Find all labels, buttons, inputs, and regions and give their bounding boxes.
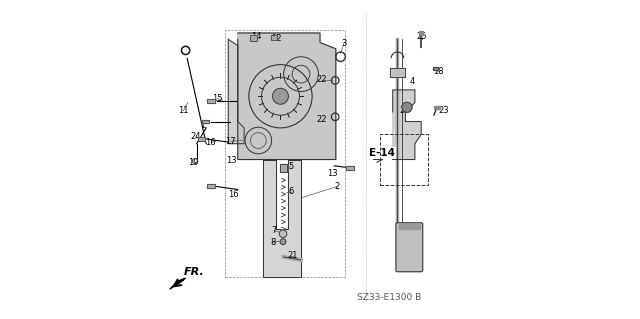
Text: 6: 6 (288, 187, 294, 196)
Text: 22: 22 (316, 75, 327, 84)
Text: 9: 9 (408, 235, 413, 244)
Bar (225, 30, 346, 277)
Bar (380, 134, 428, 185)
Text: 17: 17 (225, 137, 236, 146)
Text: 14: 14 (251, 32, 261, 41)
Polygon shape (393, 90, 421, 160)
Text: 23: 23 (438, 106, 449, 115)
Text: FR.: FR. (184, 267, 204, 277)
Text: 4: 4 (410, 77, 415, 85)
Text: 18: 18 (433, 67, 444, 76)
Circle shape (279, 230, 287, 238)
Bar (271, 34, 277, 40)
Circle shape (273, 88, 289, 104)
Bar (250, 35, 257, 41)
Bar (419, 32, 423, 35)
Polygon shape (390, 68, 405, 77)
Text: 8: 8 (270, 238, 275, 247)
Polygon shape (263, 160, 301, 277)
Bar (198, 137, 205, 141)
Circle shape (280, 239, 286, 245)
Text: 20: 20 (399, 106, 410, 115)
Polygon shape (238, 33, 336, 160)
Text: 22: 22 (316, 115, 327, 123)
Polygon shape (228, 39, 244, 144)
Text: 7: 7 (271, 226, 277, 235)
Bar (346, 166, 353, 170)
Text: 21: 21 (288, 251, 298, 260)
Text: 2: 2 (335, 182, 340, 191)
Bar (207, 99, 214, 103)
Bar (207, 184, 214, 188)
Bar (202, 120, 209, 123)
Text: 25: 25 (417, 32, 427, 41)
Text: 16: 16 (205, 138, 216, 147)
Bar (433, 67, 438, 70)
Text: SZ33-E1300 B: SZ33-E1300 B (358, 293, 422, 302)
Text: 12: 12 (271, 34, 282, 43)
Bar (202, 120, 209, 123)
Bar (399, 224, 420, 229)
Bar (271, 34, 277, 40)
Bar (207, 99, 214, 103)
Circle shape (402, 102, 412, 112)
Bar (280, 164, 287, 172)
Bar (435, 106, 440, 109)
Text: 16: 16 (228, 190, 238, 199)
Text: 5: 5 (288, 162, 294, 171)
Polygon shape (170, 278, 186, 289)
Bar (207, 184, 214, 188)
Bar (198, 137, 205, 141)
Text: 24: 24 (191, 132, 202, 141)
FancyBboxPatch shape (396, 223, 423, 272)
Bar (433, 67, 438, 70)
Text: E-14: E-14 (369, 148, 395, 158)
Text: 11: 11 (178, 106, 189, 115)
Bar (250, 35, 257, 41)
Bar (346, 166, 353, 170)
Text: 13: 13 (326, 169, 337, 178)
Text: 19: 19 (188, 158, 198, 167)
Text: 1: 1 (200, 121, 205, 130)
Text: 13: 13 (226, 156, 237, 165)
Bar (280, 164, 287, 172)
Text: 3: 3 (341, 39, 347, 48)
Text: 15: 15 (212, 94, 223, 103)
